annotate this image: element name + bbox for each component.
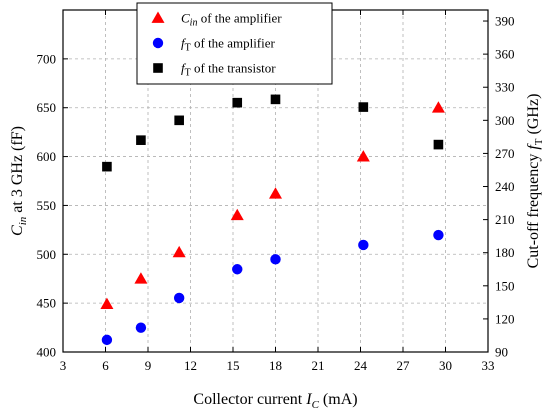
- data-point-square: [136, 135, 146, 145]
- legend-marker-triangle: [151, 11, 165, 23]
- y-left-axis-title: Cin at 3 GHz (fF): [9, 126, 29, 236]
- series-1: [101, 229, 444, 346]
- data-point-square: [433, 139, 444, 150]
- data-point-triangle: [230, 208, 244, 221]
- x-tick-label: 3: [60, 358, 67, 373]
- x-tick-label: 27: [397, 358, 411, 373]
- y-right-tick-label: 180: [495, 245, 515, 260]
- data-point-square: [102, 161, 112, 172]
- data-point-triangle: [269, 187, 282, 199]
- y-right-axis-title: Cut-off frequency fT (GHz): [525, 94, 545, 269]
- data-point-triangle: [431, 101, 445, 113]
- legend-label: fT of the amplifier: [181, 36, 276, 54]
- data-point-circle: [270, 254, 281, 265]
- data-point-circle: [433, 229, 444, 241]
- y-right-tick-label: 90: [495, 345, 508, 360]
- y-right-tick-label: 360: [495, 47, 515, 62]
- data-point-circle: [232, 264, 243, 275]
- y-left-tick-label: 650: [37, 100, 57, 115]
- data-marks: [100, 94, 445, 346]
- data-point-triangle: [356, 150, 370, 162]
- y-left-tick-label: 700: [37, 51, 57, 66]
- legend-label: fT of the transistor: [181, 61, 276, 79]
- y-left-tick-label: 500: [37, 247, 57, 262]
- data-point-circle: [173, 292, 185, 304]
- x-tick-label: 33: [482, 358, 495, 373]
- data-point-triangle: [134, 272, 148, 284]
- data-point-triangle: [100, 297, 114, 309]
- legend-box: [136, 2, 333, 85]
- y-left-tick-label: 600: [37, 149, 57, 164]
- x-tick-label: 12: [184, 358, 197, 373]
- y-right-tick-label: 300: [495, 113, 515, 128]
- data-point-circle: [101, 334, 113, 346]
- x-tick-label: 24: [354, 358, 368, 373]
- data-point-square: [232, 97, 243, 108]
- data-point-circle: [358, 239, 369, 251]
- legend: Cin of the amplifier fT of the amplifier f…: [136, 2, 333, 85]
- data-point-circle: [135, 322, 147, 333]
- series-0: [100, 101, 445, 309]
- data-point-square: [174, 115, 184, 126]
- legend-marker-square: [153, 63, 163, 73]
- data-point-triangle: [172, 245, 186, 258]
- x-tick-label: 18: [269, 358, 282, 373]
- data-point-square: [358, 102, 369, 112]
- y-right-tick-label: 120: [495, 311, 515, 326]
- legend-item: fT of the amplifier: [152, 36, 276, 54]
- y-right-tick-label: 390: [495, 14, 515, 29]
- y-right-tick-label: 240: [495, 179, 515, 194]
- legend-item: fT of the transistor: [153, 61, 276, 79]
- y-right-tick-label: 330: [495, 80, 515, 95]
- data-point-square: [270, 94, 281, 105]
- y-right-tick-label: 210: [495, 212, 515, 227]
- x-tick-label: 6: [102, 358, 109, 373]
- x-tick-label: 15: [227, 358, 240, 373]
- y-left-tick-label: 400: [37, 345, 57, 360]
- legend-marker-circle: [152, 37, 164, 49]
- series-2: [102, 94, 444, 172]
- y-right-tick-label: 270: [495, 146, 515, 161]
- axes-ticks: 3 6 9 12 15 18 21 24 27 30 33 400 450 500 550 600 650 700…: [37, 10, 515, 373]
- legend-item: Cin of the amplifier: [151, 11, 282, 29]
- x-tick-label: 30: [439, 358, 452, 373]
- x-tick-label: 9: [145, 358, 152, 373]
- x-axis-title: Collector current IC (mA): [193, 391, 357, 411]
- legend-label: Cin of the amplifier: [181, 11, 282, 29]
- y-left-tick-label: 450: [37, 296, 57, 311]
- x-tick-label: 21: [312, 358, 325, 373]
- y-left-tick-label: 550: [37, 198, 57, 213]
- y-right-tick-label: 150: [495, 278, 515, 293]
